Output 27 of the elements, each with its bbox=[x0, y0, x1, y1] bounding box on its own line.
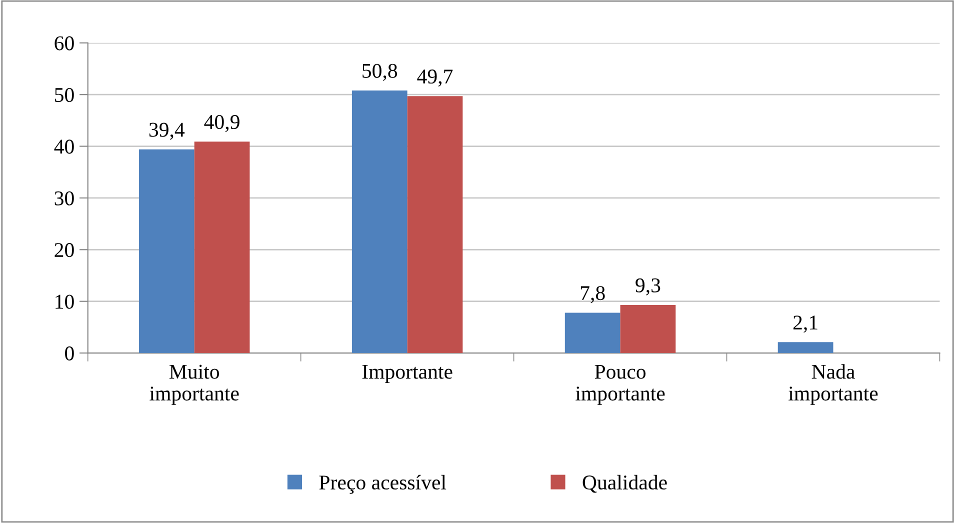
bar bbox=[564, 312, 620, 354]
legend-label: Qualidade bbox=[582, 474, 667, 493]
y-tick-label: 30 bbox=[54, 191, 74, 206]
bar bbox=[138, 149, 194, 354]
legend-label: Preço acessível bbox=[319, 474, 446, 494]
x-tick-label: Muito importante bbox=[150, 364, 239, 405]
data-label: 39,4 bbox=[149, 122, 185, 140]
y-tick-label: 20 bbox=[54, 243, 74, 258]
data-label: 9,3 bbox=[636, 278, 660, 296]
data-label: 49,7 bbox=[417, 70, 453, 87]
data-label: 50,8 bbox=[362, 64, 398, 81]
y-tick-label: 0 bbox=[65, 346, 74, 360]
bar bbox=[194, 142, 250, 354]
x-tick-label: Nada importante bbox=[788, 364, 878, 405]
bar bbox=[407, 96, 463, 354]
y-tick-label: 50 bbox=[55, 88, 74, 102]
data-label: 2,1 bbox=[793, 316, 818, 333]
y-tick-label: 60 bbox=[54, 36, 74, 50]
x-tick-label: Importante bbox=[362, 364, 452, 384]
data-label: 40,9 bbox=[204, 114, 240, 132]
y-tick-label: 10 bbox=[56, 294, 74, 309]
y-tick-label: 40 bbox=[54, 140, 74, 154]
bar bbox=[778, 342, 834, 354]
bar bbox=[620, 304, 676, 354]
x-tick-label: Pouco importante bbox=[576, 364, 665, 405]
bar bbox=[352, 90, 408, 354]
data-label: 7,8 bbox=[580, 286, 605, 304]
